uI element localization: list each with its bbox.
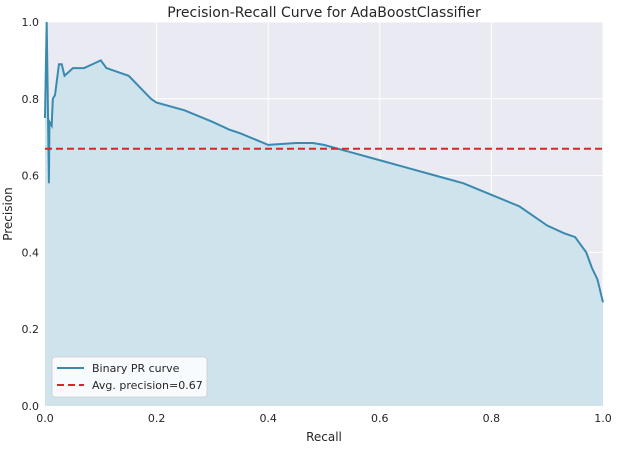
y-tick-label: 0.2 <box>22 323 40 336</box>
pr-curve-line <box>44 21 604 303</box>
legend-label-avg: Avg. precision=0.67 <box>92 379 203 392</box>
x-tick-label: 0.8 <box>483 412 501 425</box>
x-axis-label: Recall <box>306 430 342 444</box>
pr-curve-fill <box>45 22 603 406</box>
x-tick-label: 0.0 <box>36 412 54 425</box>
chart-title: Precision-Recall Curve for AdaBoostClass… <box>167 5 481 21</box>
x-tick-label: 0.6 <box>371 412 389 425</box>
y-tick-label: 0.0 <box>22 400 40 413</box>
y-tick-label: 1.0 <box>22 16 40 29</box>
x-tick-label: 0.4 <box>259 412 277 425</box>
x-tick-label: 0.2 <box>148 412 166 425</box>
y-axis-label: Precision <box>1 187 15 241</box>
y-tick-labels: 0.0 0.2 0.4 0.6 0.8 1.0 <box>22 16 40 413</box>
y-tick-label: 0.8 <box>22 93 40 106</box>
y-tick-label: 0.6 <box>22 170 40 183</box>
legend-box <box>51 356 208 398</box>
legend: Binary PR curve Avg. precision=0.67 <box>51 356 208 398</box>
x-tick-label: 1.0 <box>594 412 612 425</box>
y-tick-label: 0.4 <box>22 246 40 259</box>
legend-label-pr: Binary PR curve <box>92 362 180 375</box>
x-tick-labels: 0.0 0.2 0.4 0.6 0.8 1.0 <box>36 412 612 425</box>
